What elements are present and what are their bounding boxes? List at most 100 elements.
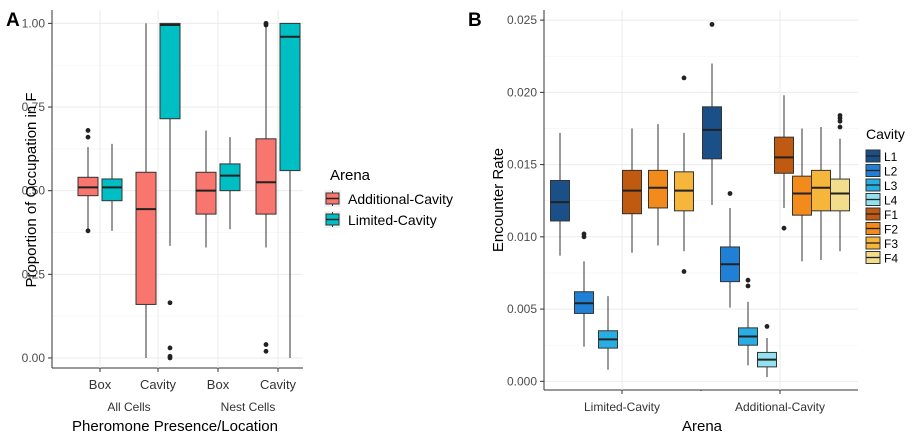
box-additional-cavity-f2 — [792, 128, 812, 262]
y-axis-title: Encounter Rate — [490, 148, 507, 252]
box-additional-cavity-l3 — [738, 277, 758, 366]
x-tick-label: Box — [207, 377, 230, 392]
box-iqr — [830, 178, 850, 212]
box-additional-cavity-f3 — [811, 127, 831, 260]
legend-entry: F2 — [865, 222, 898, 237]
legend-entry: Limited-Cavity — [324, 211, 437, 228]
box-additional-cavity-0 — [77, 128, 99, 234]
box-additional-cavity-l2 — [720, 191, 740, 308]
box-additional-cavity-f4 — [830, 113, 850, 252]
legend-label: F1 — [884, 208, 898, 222]
box-iqr — [255, 138, 277, 215]
y-tick-label: 0.015 — [507, 158, 537, 172]
box-iqr — [774, 136, 794, 174]
box-iqr — [622, 169, 642, 215]
outlier-point — [837, 124, 843, 130]
outlier-point — [263, 342, 269, 347]
outlier-point — [681, 75, 687, 81]
legend-entry: F4 — [865, 251, 898, 266]
outlier-point — [167, 345, 173, 351]
box-iqr — [135, 171, 157, 305]
box-iqr — [811, 169, 831, 212]
box-limited-cavity-0 — [101, 143, 123, 231]
legend-label: F4 — [884, 252, 898, 266]
outlier-point — [764, 324, 770, 329]
group-label: All Cells — [107, 400, 150, 414]
box-iqr — [279, 22, 301, 172]
outlier-point — [781, 225, 787, 231]
x-axis-title: Arena — [682, 418, 723, 435]
legend-label: L1 — [884, 150, 898, 164]
legend-label: L2 — [884, 165, 898, 179]
legend-label: Limited-Cavity — [348, 212, 437, 228]
legend-entry: L4 — [865, 193, 898, 208]
box-limited-cavity-f3 — [674, 75, 694, 274]
legend-label: Additional-Cavity — [348, 191, 453, 207]
outlier-point — [263, 20, 269, 26]
group-label: Nest Cells — [221, 400, 276, 414]
legend-label: L3 — [884, 179, 898, 193]
box-iqr — [648, 169, 668, 209]
outlier-point — [681, 269, 687, 274]
box-additional-cavity-f1 — [774, 95, 794, 231]
box-additional-cavity-3 — [255, 20, 277, 354]
box-additional-cavity-l4 — [757, 324, 777, 377]
box-iqr — [159, 22, 181, 120]
y-tick-label: 0.025 — [507, 13, 537, 27]
box-iqr — [101, 178, 123, 202]
outlier-point — [727, 191, 733, 196]
box-iqr — [195, 171, 217, 215]
legend-entry: L3 — [865, 178, 898, 193]
outlier-point — [85, 128, 91, 133]
x-tick-label: Cavity — [260, 377, 297, 392]
box-iqr — [219, 163, 241, 192]
outlier-point — [837, 113, 843, 118]
outlier-point — [85, 228, 91, 234]
x-tick-label: Box — [89, 377, 112, 392]
outlier-point — [167, 300, 173, 306]
outlier-point — [745, 277, 751, 283]
box-iqr — [792, 175, 812, 216]
y-tick-label: 0.000 — [507, 374, 537, 388]
box-additional-cavity-l1 — [702, 22, 722, 206]
legend-label: L4 — [884, 194, 898, 208]
outlier-point — [709, 22, 715, 27]
panel-label: A — [6, 10, 20, 31]
legend-label: F3 — [884, 237, 898, 251]
box-iqr — [702, 106, 722, 160]
outlier-point — [263, 348, 269, 354]
box-limited-cavity-f2 — [648, 124, 668, 246]
box-limited-cavity-l2 — [574, 231, 594, 347]
box-limited-cavity-l1 — [550, 132, 570, 256]
outlier-point — [167, 353, 173, 359]
y-tick-label: 0.75 — [22, 100, 46, 114]
box-limited-cavity-2 — [219, 137, 241, 230]
outlier-point — [745, 283, 751, 289]
y-tick-label: 1.00 — [22, 16, 46, 30]
outlier-point — [85, 134, 91, 140]
box-additional-cavity-2 — [195, 130, 217, 248]
y-tick-label: 0.005 — [507, 302, 537, 316]
box-limited-cavity-1 — [159, 22, 181, 361]
y-tick-label: 0.010 — [507, 230, 537, 244]
y-tick-label: 0.50 — [22, 184, 46, 198]
group-label: Limited-Cavity — [584, 400, 660, 414]
x-axis-title: Pheromone Presence/Location — [72, 418, 278, 435]
legend-entry: Additional-Cavity — [324, 190, 453, 207]
panel-label: B — [468, 10, 482, 31]
box-limited-cavity-l3 — [598, 296, 618, 370]
y-axis-title: Proportion of Occupation in F — [23, 92, 40, 287]
panel-a: A 0.00 0.25 0.50 0.75 1.00 Box Cavity Box Cavity A… — [6, 10, 453, 435]
legend-title: Cavity — [866, 126, 905, 142]
panel-b: B 0.000 0.005 0.010 0.015 0.020 0.025 Limited-C… — [468, 10, 905, 435]
group-label: Additional-Cavity — [735, 400, 825, 414]
legend-title: Arena — [330, 167, 371, 184]
legend-entry: L1 — [865, 149, 898, 164]
y-tick-label: 0.25 — [22, 267, 46, 281]
outlier-point — [581, 231, 587, 237]
box-limited-cavity-f1 — [622, 128, 642, 253]
x-tick-label: Cavity — [140, 377, 177, 392]
box-iqr — [550, 179, 570, 222]
